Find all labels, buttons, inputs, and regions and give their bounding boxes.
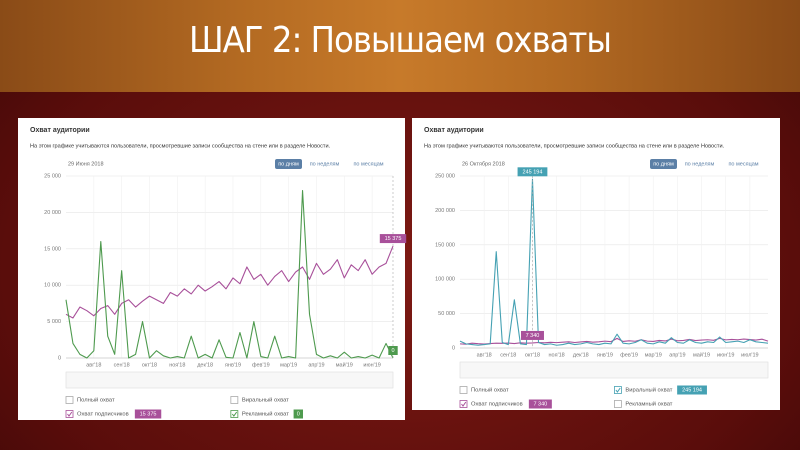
y-tick-label: 15 000 bbox=[44, 246, 61, 252]
legend-value-bg bbox=[293, 409, 303, 419]
legend-check bbox=[615, 387, 621, 393]
slide-title: ШАГ 2: Повышаем охваты bbox=[189, 20, 612, 61]
legend-check bbox=[67, 411, 73, 417]
y-tick-label: 0 bbox=[452, 345, 455, 351]
period-button-bg bbox=[650, 159, 677, 169]
x-tick-label: ноя'18 bbox=[169, 362, 185, 368]
chart-subtitle: На этом графике учитываются пользователи… bbox=[30, 143, 331, 149]
period-button[interactable]: по неделям bbox=[310, 161, 340, 167]
point-label-bg bbox=[388, 346, 398, 355]
legend-checkbox bbox=[230, 410, 239, 418]
x-tick-label: сен'18 bbox=[500, 352, 516, 358]
chart-subtitle: На этом графике учитываются пользователи… bbox=[424, 143, 725, 149]
x-tick-label: авг'18 bbox=[477, 352, 492, 358]
title-band bbox=[0, 0, 800, 92]
legend-checkbox bbox=[230, 396, 239, 404]
legend-checkbox bbox=[459, 400, 468, 408]
legend-label: Рекламный охват bbox=[242, 411, 289, 418]
x-tick-label: май'19 bbox=[693, 351, 710, 358]
legend-value: 245 194 bbox=[682, 387, 702, 393]
legend-label: Полный охват bbox=[77, 397, 115, 404]
x-tick-label: мар'19 bbox=[280, 362, 297, 368]
y-tick-label: 250 000 bbox=[435, 173, 455, 179]
y-tick-label: 25 000 bbox=[44, 173, 61, 179]
x-tick-label: июл'19 bbox=[741, 352, 758, 358]
period-button[interactable]: по месяцам bbox=[353, 161, 383, 167]
legend-checkbox bbox=[459, 386, 468, 394]
x-tick-label: май'19 bbox=[336, 361, 353, 368]
legend-checkbox bbox=[614, 400, 622, 408]
legend-value: 15 375 bbox=[140, 411, 157, 417]
period-button[interactable]: по неделям bbox=[685, 161, 715, 167]
legend-label: Полный охват bbox=[471, 387, 509, 394]
y-tick-label: 150 000 bbox=[435, 242, 455, 248]
y-tick-label: 10 000 bbox=[44, 283, 61, 289]
legend-value: 7 340 bbox=[533, 401, 547, 407]
legend-value-bg bbox=[677, 385, 707, 395]
navigator bbox=[65, 371, 394, 389]
legend-label: Виральный охват bbox=[242, 397, 289, 404]
series-line bbox=[459, 178, 769, 346]
legend-checkbox bbox=[65, 410, 74, 418]
x-tick-label: фев'19 bbox=[252, 362, 270, 368]
point-label: 0 bbox=[391, 348, 394, 354]
point-label: 7 340 bbox=[526, 333, 540, 339]
x-tick-label: дек'18 bbox=[197, 362, 213, 368]
y-tick-label: 100 000 bbox=[435, 277, 455, 283]
legend-checkbox bbox=[614, 386, 622, 394]
y-tick-label: 5 000 bbox=[47, 319, 61, 325]
x-tick-label: июн'19 bbox=[717, 352, 734, 358]
point-label: 245 194 bbox=[523, 169, 543, 175]
x-tick-label: апр'19 bbox=[308, 362, 324, 368]
y-tick-label: 0 bbox=[58, 355, 61, 361]
point-label-bg bbox=[520, 330, 544, 340]
x-tick-label: мар'19 bbox=[645, 352, 662, 358]
y-tick-label: 50 000 bbox=[438, 311, 455, 317]
x-tick-label: авг'18 bbox=[86, 362, 101, 368]
point-label-bg bbox=[517, 167, 548, 177]
x-tick-label: сен'18 bbox=[114, 362, 130, 368]
legend-check bbox=[231, 411, 238, 417]
legend-value-bg bbox=[134, 409, 162, 419]
legend-check bbox=[461, 401, 467, 407]
legend-label: Охват подписчиков bbox=[471, 402, 523, 408]
period-button[interactable]: по дням bbox=[278, 161, 299, 167]
legend-value: 0 bbox=[297, 411, 300, 417]
legend-label: Охват подписчиков bbox=[77, 412, 129, 418]
x-tick-label: янв'19 bbox=[225, 362, 241, 368]
navigator bbox=[459, 361, 769, 379]
x-tick-label: дек'18 bbox=[573, 352, 589, 358]
legend-label: Рекламный охват bbox=[625, 401, 672, 408]
legend-checkbox bbox=[65, 396, 74, 404]
period-button[interactable]: по дням bbox=[653, 161, 674, 167]
x-tick-label: окт'18 bbox=[142, 362, 157, 368]
panel bbox=[412, 118, 780, 410]
point-label: 15 375 bbox=[385, 236, 402, 242]
legend-label: Виральный охват bbox=[625, 387, 672, 394]
series-line bbox=[65, 190, 394, 359]
point-label-bg bbox=[379, 234, 407, 244]
y-tick-label: 20 000 bbox=[44, 210, 61, 216]
legend-value-bg bbox=[528, 399, 552, 409]
x-tick-label: окт'18 bbox=[525, 352, 540, 358]
period-button-bg bbox=[275, 159, 302, 169]
date-label: 29 Июня 2018 bbox=[68, 161, 104, 167]
chart-title: Охват аудитории bbox=[30, 127, 90, 134]
period-button[interactable]: по месяцам bbox=[728, 161, 758, 167]
series-line bbox=[65, 245, 394, 319]
chart-title: Охват аудитории bbox=[424, 127, 484, 134]
x-tick-label: янв'19 bbox=[597, 352, 613, 358]
y-tick-label: 200 000 bbox=[435, 208, 455, 214]
x-tick-label: июн'19 bbox=[363, 362, 380, 368]
x-tick-label: фев'19 bbox=[620, 352, 638, 358]
x-tick-label: ноя'18 bbox=[549, 352, 565, 358]
date-label: 26 Октября 2018 bbox=[462, 161, 505, 167]
x-tick-label: апр'19 bbox=[669, 352, 685, 358]
